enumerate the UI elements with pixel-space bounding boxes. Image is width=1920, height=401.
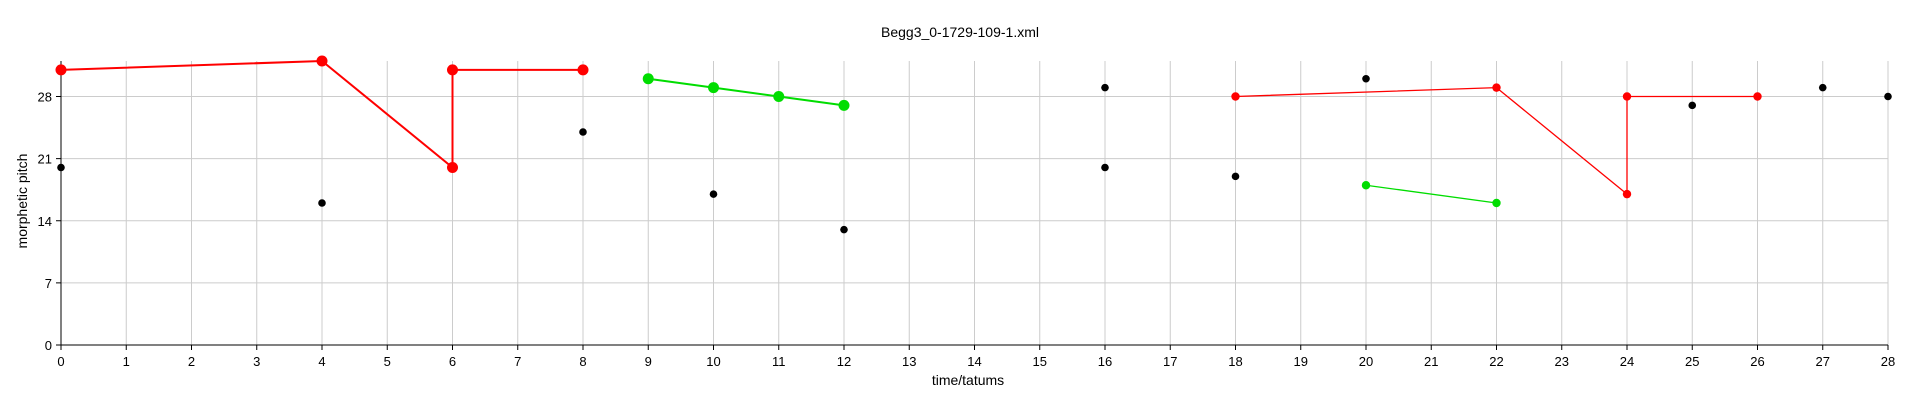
- x-tick-label: 17: [1163, 354, 1177, 369]
- points: [57, 74, 1892, 234]
- series-point-red: [1231, 92, 1240, 101]
- data-point: [1101, 163, 1109, 172]
- x-tick-label: 0: [57, 354, 64, 369]
- x-tick-label: 28: [1881, 354, 1895, 369]
- x-tick-label: 25: [1685, 354, 1699, 369]
- y-axis-ticks: 0 7 14 21 28: [38, 90, 61, 353]
- data-point: [840, 225, 848, 234]
- series-point-red: [1492, 83, 1501, 92]
- data-point: [579, 128, 587, 136]
- x-tick-label: 6: [449, 354, 456, 369]
- data-point: [1818, 83, 1827, 92]
- y-tick-label: 0: [45, 338, 52, 353]
- y-axis-label: morphetic pitch: [14, 154, 30, 249]
- x-tick-label: 7: [514, 354, 521, 369]
- y-tick-label: 28: [38, 90, 52, 105]
- x-tick-label: 9: [645, 354, 652, 369]
- data-point: [1688, 101, 1697, 110]
- series-point-green: [708, 82, 719, 94]
- series-point-red: [447, 64, 458, 76]
- series-point-green: [1361, 181, 1371, 190]
- y-tick-label: 14: [38, 214, 52, 229]
- series-line-green: [648, 77, 845, 107]
- x-tick-label: 19: [1294, 354, 1308, 369]
- series-point-red: [1622, 189, 1632, 199]
- data-point: [709, 190, 718, 198]
- data-point: [318, 199, 326, 207]
- x-tick-label: 24: [1620, 354, 1634, 369]
- series-point-red: [1622, 92, 1632, 101]
- series-point-red: [447, 162, 458, 173]
- x-tick-label: 5: [384, 354, 391, 369]
- series-line-green: [1365, 184, 1497, 204]
- x-tick-label: 18: [1228, 354, 1242, 369]
- x-axis-label: time/tatums: [932, 372, 1004, 388]
- series-point-red: [577, 64, 589, 76]
- x-tick-label: 20: [1359, 354, 1373, 369]
- x-tick-label: 22: [1489, 354, 1503, 369]
- series-point-red: [316, 55, 328, 67]
- data-point: [1231, 172, 1240, 181]
- x-tick-label: 14: [967, 354, 981, 369]
- series-point-green: [642, 73, 654, 85]
- x-tick-label: 2: [188, 354, 195, 369]
- x-tick-label: 10: [706, 354, 720, 369]
- chart-title: Begg3_0-1729-109-1.xml: [881, 24, 1039, 40]
- grid: [60, 61, 1889, 345]
- data-point: [1101, 83, 1109, 92]
- x-tick-label: 1: [123, 354, 130, 369]
- x-tick-label: 27: [1816, 354, 1830, 369]
- x-tick-label: 15: [1033, 354, 1047, 369]
- series: [55, 55, 1762, 208]
- data-point: [1362, 74, 1370, 83]
- x-tick-label: 13: [902, 354, 916, 369]
- data-point: [1884, 92, 1892, 101]
- x-tick-label: 23: [1555, 354, 1569, 369]
- series-point-green: [773, 91, 785, 102]
- x-tick-label: 26: [1750, 354, 1764, 369]
- series-point-green: [1492, 198, 1501, 208]
- series-point-red: [55, 64, 67, 76]
- x-tick-label: 8: [579, 354, 586, 369]
- data-point: [57, 163, 65, 172]
- x-tick-label: 21: [1424, 354, 1438, 369]
- x-tick-label: 11: [772, 354, 786, 369]
- y-tick-label: 21: [38, 152, 52, 167]
- x-tick-label: 16: [1098, 354, 1112, 369]
- series-point-green: [838, 99, 850, 111]
- series-point-red: [1753, 92, 1762, 101]
- x-tick-label: 4: [318, 354, 325, 369]
- x-axis-ticks: 0 1 2 3 4 5 6 7 8 9 10 11 12 13 14 15 16 17 18 19 20 21 22 23 24…: [57, 345, 1895, 369]
- x-tick-label: 3: [253, 354, 260, 369]
- y-tick-label: 7: [45, 276, 52, 291]
- x-tick-label: 12: [837, 354, 851, 369]
